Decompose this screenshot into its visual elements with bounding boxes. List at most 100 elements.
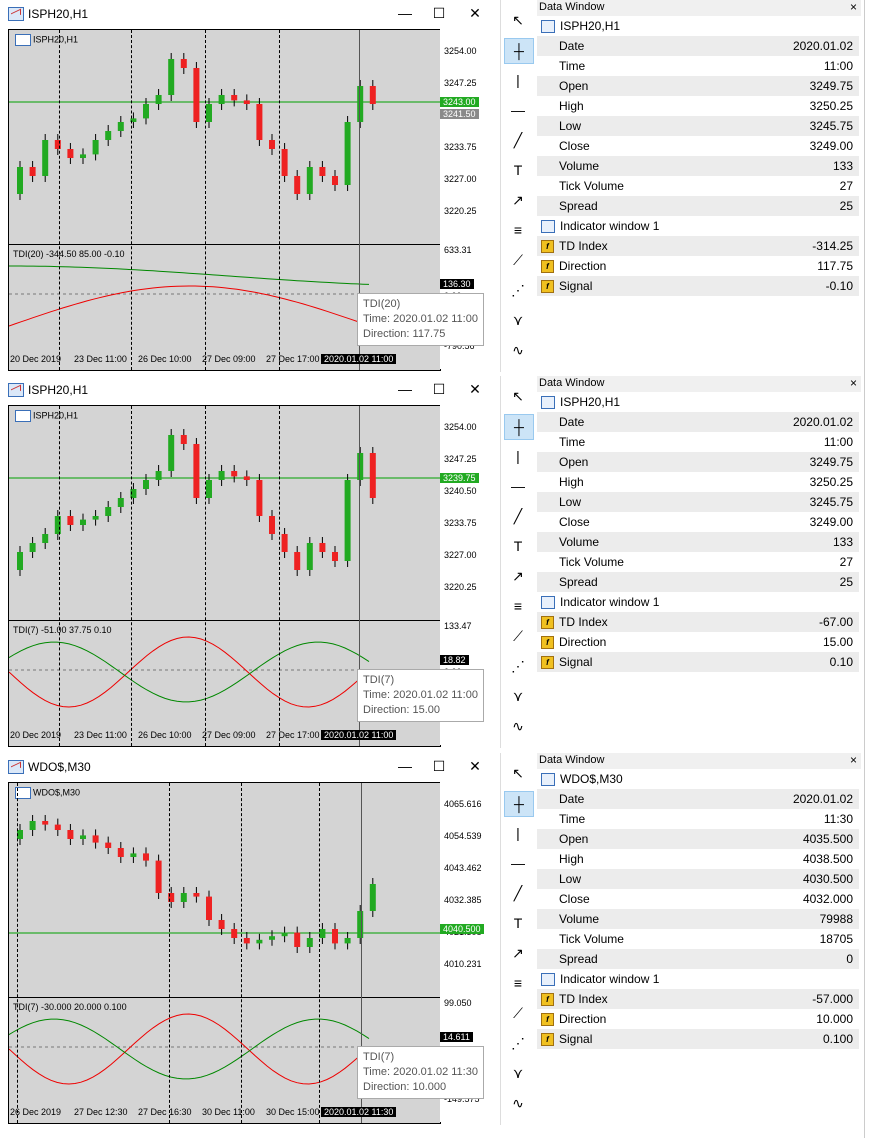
data-window-value: 15.00	[822, 635, 853, 649]
indicator-pane[interactable]: TDI(7) -51.00 37.75 0.10	[9, 622, 440, 730]
text-icon[interactable]: T	[513, 162, 523, 178]
data-window-value: 4035.500	[802, 832, 853, 846]
data-window-close-button[interactable]: ×	[849, 376, 857, 390]
chart-title: ISPH20,H1	[28, 383, 89, 397]
crosshair-icon[interactable]: ┼	[504, 38, 534, 64]
data-window-row: Volume 79988	[537, 909, 859, 929]
time-axis[interactable]: 26 Dec 2019 27 Dec 12:30 27 Dec 16:30 30 De…	[8, 1107, 439, 1121]
elliott-wave-icon[interactable]: ∿	[512, 1095, 524, 1111]
elliott-icon[interactable]: ⋰	[511, 282, 525, 298]
signal-line	[9, 265, 370, 285]
crosshair-icon[interactable]: ┼	[504, 791, 534, 817]
fibonacci-icon[interactable]: ≡	[513, 598, 523, 614]
bear-candle	[294, 552, 301, 570]
minimize-button[interactable]: —	[398, 5, 412, 21]
data-window-symbol: WDO$,M30	[560, 772, 623, 786]
data-window-value: 3249.75	[809, 455, 853, 469]
tooltip-name: TDI(7)	[363, 1051, 395, 1063]
arrow-icon[interactable]: ↗	[512, 945, 524, 961]
price-tick: 3254.00	[444, 46, 477, 56]
bear-candle	[29, 167, 36, 176]
price-tick: 4032.385	[444, 895, 482, 905]
tooltip-time: Time: 2020.01.02 11:00	[363, 313, 478, 325]
chart-area[interactable]: ISPH20,H1 TDI(20) -344.50 85.00 -0.10	[8, 29, 441, 371]
bull-candle	[143, 104, 149, 119]
symbol-label-text: WDO$,M30	[33, 787, 81, 798]
bear-candle	[332, 929, 338, 944]
data-window-row: f TD Index -314.25	[537, 236, 859, 256]
indicator-pane[interactable]: TDI(7) -30.000 20.000 0.100	[9, 999, 440, 1107]
price-tag-current: 3243.00	[440, 97, 479, 107]
drawing-toolbar: ↖ ┼ | — ╱ T ↗ ≡ ⟋ ⋰ ⋎ ∿	[500, 376, 535, 748]
data-window-close-button[interactable]: ×	[849, 0, 857, 14]
crosshair-icon[interactable]: ┼	[504, 414, 534, 440]
chart-icon	[541, 396, 555, 409]
data-window-key: Close	[559, 515, 590, 529]
fibonacci-icon[interactable]: ≡	[513, 975, 523, 991]
fibo-fan-icon[interactable]: ⟋	[513, 628, 523, 644]
vertical-line-icon[interactable]: |	[516, 72, 520, 88]
maximize-button[interactable]: ☐	[432, 5, 446, 21]
symbol-label-text: ISPH20,H1	[33, 34, 79, 45]
price-tick: 3227.00	[444, 174, 477, 184]
pitchfork-icon[interactable]: ⋎	[512, 688, 524, 704]
bear-candle	[256, 480, 263, 516]
trendline-icon[interactable]: ╱	[513, 132, 523, 148]
arrow-icon[interactable]: ↗	[512, 192, 524, 208]
elliott-icon[interactable]: ⋰	[511, 658, 525, 674]
period-separator	[359, 30, 360, 370]
pitchfork-icon[interactable]: ⋎	[512, 312, 524, 328]
close-button[interactable]: ✕	[469, 758, 481, 774]
horizontal-line-icon[interactable]: —	[511, 855, 525, 871]
elliott-wave-icon[interactable]: ∿	[512, 718, 524, 734]
minimize-button[interactable]: —	[398, 381, 412, 397]
function-icon: f	[541, 616, 554, 629]
time-tick: 20 Dec 2019	[10, 354, 62, 364]
cursor-icon[interactable]: ↖	[512, 12, 524, 28]
text-icon[interactable]: T	[513, 915, 523, 931]
maximize-button[interactable]: ☐	[432, 381, 446, 397]
period-separator	[205, 30, 206, 370]
time-axis[interactable]: 20 Dec 2019 23 Dec 11:00 26 Dec 10:00 27 De…	[8, 730, 439, 744]
trendline-icon[interactable]: ╱	[513, 508, 523, 524]
vertical-line-icon[interactable]: |	[516, 825, 520, 841]
price-pane[interactable]: WDO$,M30	[9, 783, 440, 998]
data-window-header: Data Window ×	[537, 753, 861, 769]
elliott-wave-icon[interactable]: ∿	[512, 342, 524, 358]
chart-titlebar: ISPH20,H1 — ☐ ✕	[0, 376, 498, 404]
time-tick: 27 Dec 09:00	[202, 354, 256, 364]
data-window-close-button[interactable]: ×	[849, 753, 857, 767]
indicator-pane[interactable]: TDI(20) -344.50 85.00 -0.10	[9, 246, 440, 354]
chart-window-icon	[8, 383, 24, 397]
arrow-icon[interactable]: ↗	[512, 568, 524, 584]
price-pane[interactable]: ISPH20,H1	[9, 30, 440, 245]
fibo-fan-icon[interactable]: ⟋	[513, 252, 523, 268]
pitchfork-icon[interactable]: ⋎	[512, 1065, 524, 1081]
maximize-button[interactable]: ☐	[432, 758, 446, 774]
data-window-row: Time 11:00	[537, 432, 859, 452]
text-icon[interactable]: T	[513, 538, 523, 554]
horizontal-line-icon[interactable]: —	[511, 478, 525, 494]
vertical-line-icon[interactable]: |	[516, 448, 520, 464]
bear-candle	[231, 95, 238, 101]
elliott-icon[interactable]: ⋰	[511, 1035, 525, 1051]
cursor-icon[interactable]: ↖	[512, 388, 524, 404]
price-tick: 4010.231	[444, 959, 482, 969]
close-button[interactable]: ✕	[469, 5, 481, 21]
data-window-title: Data Window	[539, 754, 605, 766]
bull-candle	[218, 471, 225, 480]
trendline-icon[interactable]: ╱	[513, 885, 523, 901]
data-window: Data Window × ISPH20,H1 Date 2020.01.02 …	[537, 376, 861, 748]
tooltip-name: TDI(7)	[363, 674, 395, 686]
price-pane[interactable]: ISPH20,H1	[9, 406, 440, 621]
fibo-fan-icon[interactable]: ⟋	[513, 1005, 523, 1021]
data-window-value: 27	[839, 179, 853, 193]
period-separator	[279, 406, 280, 746]
time-axis[interactable]: 20 Dec 2019 23 Dec 11:00 26 Dec 10:00 27 De…	[8, 354, 439, 368]
close-button[interactable]: ✕	[469, 381, 481, 397]
fibonacci-icon[interactable]: ≡	[513, 222, 523, 238]
minimize-button[interactable]: —	[398, 758, 412, 774]
horizontal-line-icon[interactable]: —	[511, 102, 525, 118]
bear-candle	[218, 920, 225, 929]
cursor-icon[interactable]: ↖	[512, 765, 524, 781]
